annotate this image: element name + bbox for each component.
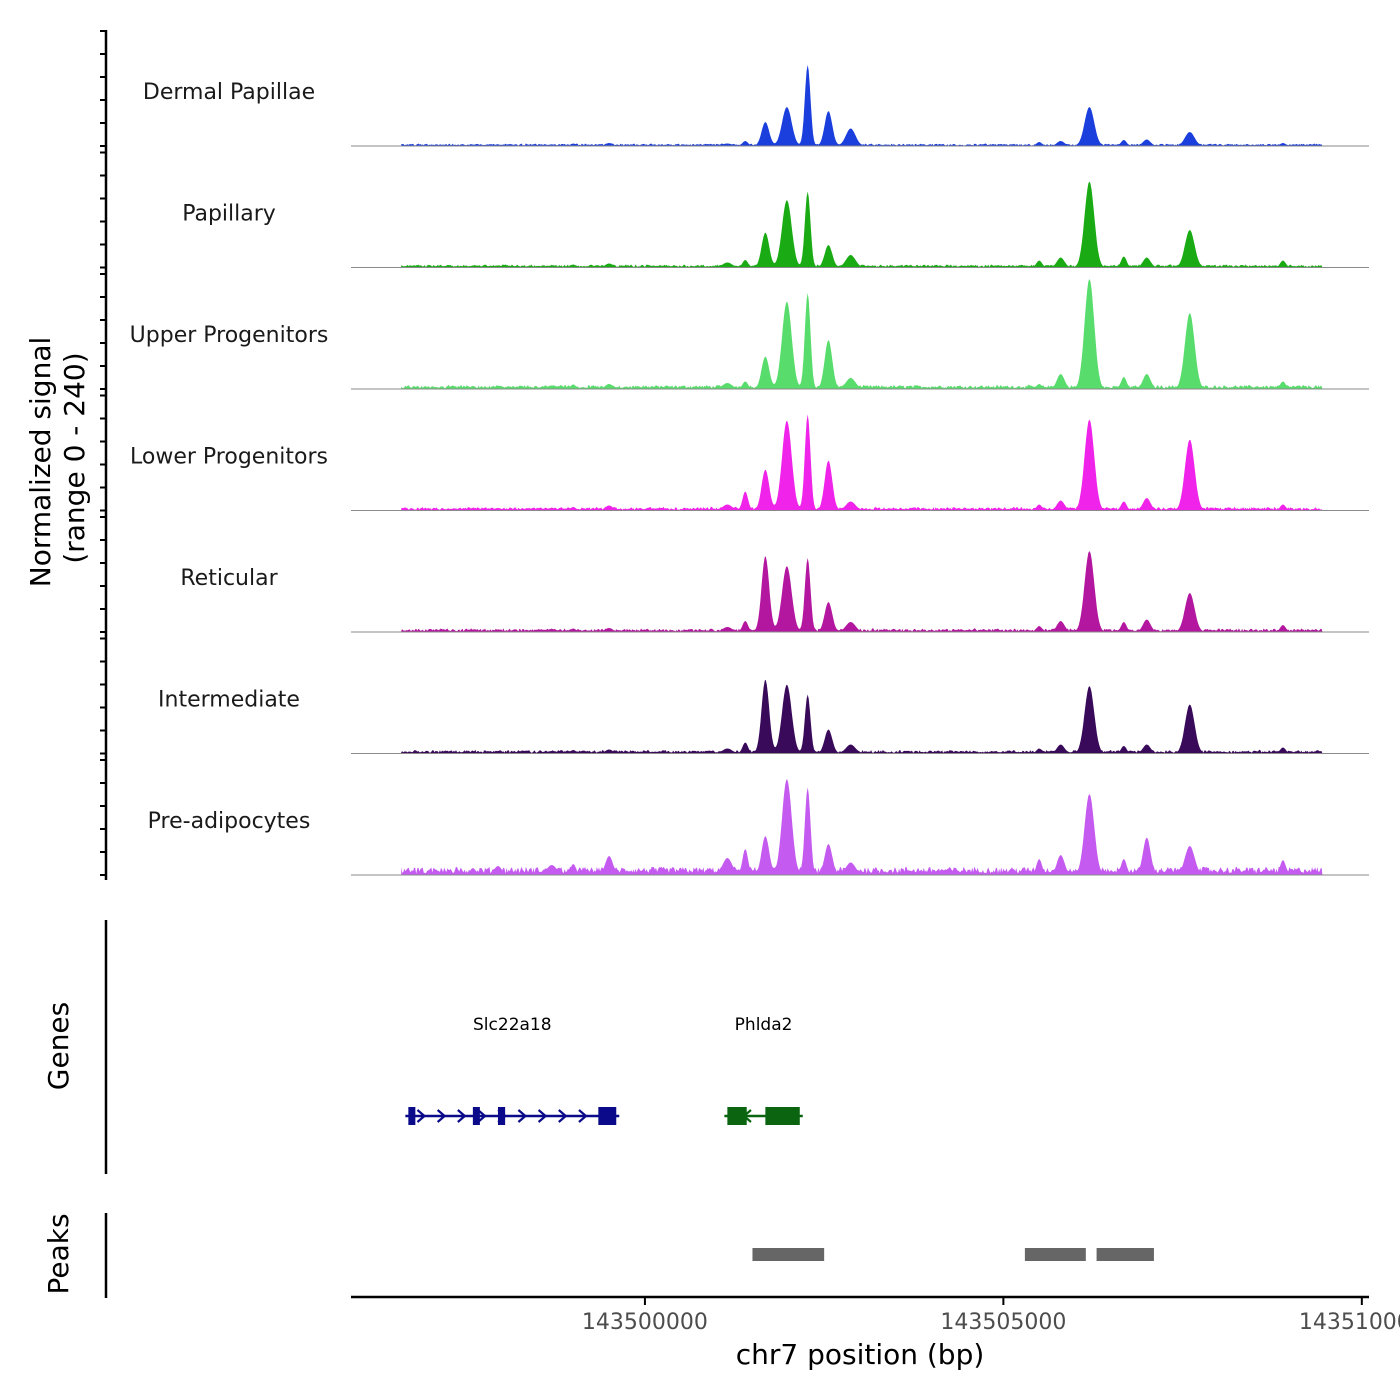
- signal-y-ticks: [100, 30, 106, 876]
- strand-arrow: [558, 1109, 568, 1123]
- peak-region: [752, 1248, 825, 1261]
- strand-arrow: [537, 1109, 548, 1123]
- track-label: Lower Progenitors: [130, 445, 328, 470]
- exon: [765, 1107, 800, 1125]
- gene-name-label: Slc22a18: [473, 1015, 552, 1035]
- signal-area: [401, 181, 1323, 268]
- x-axis-ticks: 143500000 143505000 143510000: [582, 1297, 1400, 1335]
- exon: [408, 1107, 416, 1125]
- strand-arrow: [477, 1109, 487, 1123]
- signal-area: [401, 279, 1323, 389]
- track-label: Dermal Papillae: [143, 80, 315, 105]
- signal-area: [401, 679, 1323, 754]
- x-tick-label: 143500000: [582, 1310, 708, 1335]
- gene-name-label: Phlda2: [735, 1015, 793, 1035]
- strand-arrow: [436, 1109, 447, 1123]
- signal-area: [401, 551, 1323, 632]
- peak-region: [1096, 1248, 1154, 1261]
- gene-slc22a18: Slc22a18: [405, 1015, 620, 1125]
- track-label: Papillary: [182, 202, 276, 227]
- y-axis-title: Normalized signal: [24, 337, 57, 588]
- exon: [497, 1107, 506, 1125]
- signal-area: [401, 779, 1323, 875]
- gene-phlda2: Phlda2: [724, 1015, 803, 1125]
- exon: [472, 1107, 480, 1125]
- x-tick-label: 143510000: [1299, 1310, 1400, 1335]
- strand-arrow: [742, 1109, 752, 1123]
- peak-regions: [752, 1248, 1154, 1261]
- signal-area: [401, 414, 1323, 511]
- track-label: Intermediate: [158, 688, 300, 713]
- track-label: Upper Progenitors: [130, 323, 329, 348]
- x-tick-label: 143505000: [940, 1310, 1066, 1335]
- peak-region: [1024, 1248, 1086, 1261]
- genes-track-title: Genes: [42, 1002, 75, 1090]
- strand-arrow: [517, 1109, 528, 1123]
- signal-tracks: Dermal Papillae Papillary Upper Progenitor…: [130, 65, 1369, 876]
- strand-arrow: [775, 1109, 785, 1123]
- track-intermediate: Intermediate: [158, 679, 1369, 754]
- track-reticular: Reticular: [180, 551, 1369, 633]
- track-pre-adipocytes: Pre-adipocytes: [148, 779, 1369, 876]
- exon: [727, 1107, 747, 1125]
- signal-area: [401, 65, 1323, 146]
- track-dermal-papillae: Dermal Papillae: [143, 65, 1369, 147]
- track-lower-progenitors: Lower Progenitors: [130, 414, 1369, 511]
- track-label: Pre-adipocytes: [148, 809, 311, 834]
- peaks-track-title: Peaks: [42, 1213, 75, 1294]
- track-label: Reticular: [180, 566, 278, 591]
- strand-arrow: [598, 1109, 608, 1123]
- strand-arrow: [578, 1109, 588, 1123]
- strand-arrow: [457, 1109, 467, 1123]
- track-papillary: Papillary: [182, 181, 1369, 268]
- strand-arrow: [416, 1109, 427, 1123]
- gene-annotations: Slc22a18 Phlda2: [405, 1015, 803, 1125]
- x-axis-title: chr7 position (bp): [736, 1338, 985, 1371]
- y-axis-subtitle: (range 0 - 240): [58, 352, 91, 563]
- strand-arrow: [497, 1109, 507, 1123]
- track-upper-progenitors: Upper Progenitors: [130, 279, 1369, 390]
